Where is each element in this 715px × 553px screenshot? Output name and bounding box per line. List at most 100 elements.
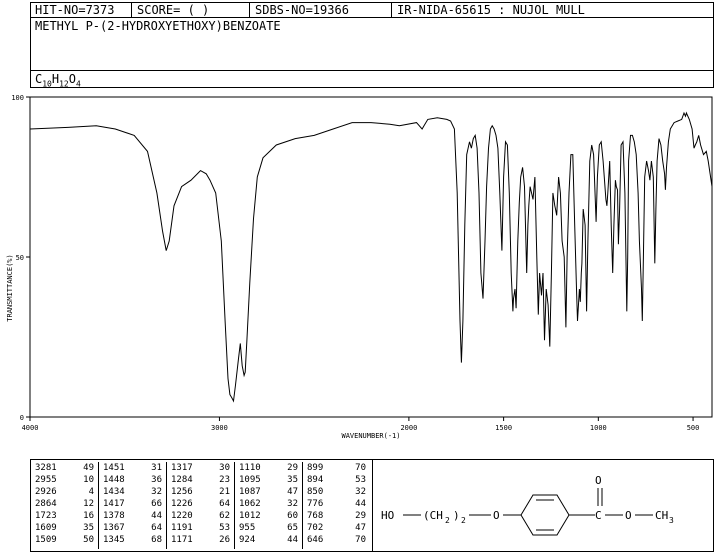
peak-wavenumber: 1191 xyxy=(171,523,193,533)
header-divider xyxy=(391,3,392,17)
peak-transmittance: 64 xyxy=(151,523,162,533)
peak-transmittance: 44 xyxy=(355,499,366,509)
ir-nida-info: IR-NIDA-65615 : NUJOL MULL xyxy=(397,3,585,17)
chain-open: (CH xyxy=(423,509,443,522)
peak-row: 1062 32 xyxy=(235,498,302,510)
peak-transmittance: 47 xyxy=(355,523,366,533)
ir-spectrum-chart: 4000 3000 2000 1500 1000 500 0 50 100 TRANSMITTA… xyxy=(6,94,713,440)
molecular-formula: C10H12O4 xyxy=(35,72,81,89)
peak-row: 894 53 xyxy=(303,474,370,486)
compound-name-box: METHYL P-(2-HYDROXYETHOXY)BENZOATE xyxy=(30,17,714,71)
ether-oxygen: O xyxy=(493,509,500,522)
peak-transmittance: 35 xyxy=(287,475,298,485)
peak-transmittance: 29 xyxy=(355,511,366,521)
hydroxyl-label: HO xyxy=(381,509,394,522)
peak-transmittance: 23 xyxy=(219,475,230,485)
peak-column: 1110 29 1095 35 1087 47 1062 32 1012 60 955 65 924 44 xyxy=(235,462,303,549)
peak-row: 1448 36 xyxy=(99,474,166,486)
peak-wavenumber: 1110 xyxy=(239,463,261,473)
peak-transmittance: 4 xyxy=(88,487,94,497)
peak-wavenumber: 1345 xyxy=(103,535,125,545)
peak-transmittance: 49 xyxy=(83,463,94,473)
header-divider xyxy=(131,3,132,17)
axis-ticks: 4000 3000 2000 1500 1000 500 0 50 100 xyxy=(11,94,699,432)
x-tick-label: 500 xyxy=(687,424,700,432)
peak-transmittance: 53 xyxy=(219,523,230,533)
peak-wavenumber: 702 xyxy=(307,523,324,533)
x-tick-label: 4000 xyxy=(22,424,39,432)
plot-frame xyxy=(29,96,713,418)
peak-wavenumber: 955 xyxy=(239,523,256,533)
peak-transmittance: 66 xyxy=(151,499,162,509)
peak-wavenumber: 1434 xyxy=(103,487,125,497)
peak-row: 1345 68 xyxy=(99,534,166,546)
peak-transmittance: 53 xyxy=(355,475,366,485)
sdbs-number: SDBS-NO=19366 xyxy=(255,3,349,17)
peak-row: 768 29 xyxy=(303,510,370,522)
y-tick-label: 50 xyxy=(16,254,24,262)
peak-column: 1317 30 1284 23 1256 21 1226 64 1220 62 1191 53 1171… xyxy=(167,462,235,549)
peak-row: 1220 62 xyxy=(167,510,234,522)
peak-row: 899 70 xyxy=(303,462,370,474)
peak-row: 850 32 xyxy=(303,486,370,498)
x-tick-label: 1000 xyxy=(590,424,607,432)
x-tick-label: 3000 xyxy=(211,424,228,432)
peak-row: 1434 32 xyxy=(99,486,166,498)
peak-row: 1226 64 xyxy=(167,498,234,510)
peak-transmittance: 32 xyxy=(355,487,366,497)
peak-row: 1367 64 xyxy=(99,522,166,534)
peak-wavenumber: 2926 xyxy=(35,487,57,497)
peak-wavenumber: 1723 xyxy=(35,511,57,521)
peak-transmittance: 30 xyxy=(219,463,230,473)
peak-row: 1509 50 xyxy=(31,534,98,546)
peak-wavenumber: 776 xyxy=(307,499,324,509)
peak-transmittance: 65 xyxy=(287,523,298,533)
peak-row: 1378 44 xyxy=(99,510,166,522)
peak-transmittance: 68 xyxy=(151,535,162,545)
header-divider xyxy=(249,3,250,17)
peak-wavenumber: 894 xyxy=(307,475,324,485)
header-bar: HIT-NO=7373 SCORE= ( ) SDBS-NO=19366 IR-… xyxy=(30,2,714,18)
compound-name: METHYL P-(2-HYDROXYETHOXY)BENZOATE xyxy=(35,19,281,33)
y-tick-label: 0 xyxy=(20,414,24,422)
y-axis-label: TRANSMITTANCE(%) xyxy=(6,254,14,321)
peak-transmittance: 12 xyxy=(83,499,94,509)
peak-wavenumber: 1509 xyxy=(35,535,57,545)
score-field: SCORE= ( ) xyxy=(137,3,210,17)
peak-wavenumber: 899 xyxy=(307,463,324,473)
peak-transmittance: 31 xyxy=(151,463,162,473)
peak-transmittance: 64 xyxy=(219,499,230,509)
peak-column: 1451 31 1448 36 1434 32 1417 66 1378 44 1367 64 1345… xyxy=(99,462,167,549)
peak-transmittance: 70 xyxy=(355,463,366,473)
peak-row: 1417 66 xyxy=(99,498,166,510)
peak-wavenumber: 1284 xyxy=(171,475,193,485)
peak-row: 1723 16 xyxy=(31,510,98,522)
hit-number: HIT-NO=7373 xyxy=(35,3,115,17)
peak-wavenumber: 1417 xyxy=(103,499,125,509)
peak-row: 1317 30 xyxy=(167,462,234,474)
peak-row: 924 44 xyxy=(235,534,302,546)
peak-row: 2926 4 xyxy=(31,486,98,498)
peak-transmittance: 26 xyxy=(219,535,230,545)
peak-row: 702 47 xyxy=(303,522,370,534)
y-tick-label: 100 xyxy=(11,94,24,102)
peak-transmittance: 10 xyxy=(83,475,94,485)
x-tick-label: 2000 xyxy=(400,424,417,432)
peak-wavenumber: 3281 xyxy=(35,463,57,473)
peak-transmittance: 60 xyxy=(287,511,298,521)
peak-wavenumber: 2955 xyxy=(35,475,57,485)
peak-row: 2864 12 xyxy=(31,498,98,510)
ester-oxygen: O xyxy=(625,509,632,522)
peak-wavenumber: 1367 xyxy=(103,523,125,533)
structure-box: HO (CH 2 ) 2 O C O O CH 3 xyxy=(372,459,714,552)
peak-row: 1171 26 xyxy=(167,534,234,546)
peak-row: 1284 23 xyxy=(167,474,234,486)
formula-box: C10H12O4 xyxy=(30,70,714,88)
peak-row: 1191 53 xyxy=(167,522,234,534)
peak-wavenumber: 1451 xyxy=(103,463,125,473)
peak-column: 899 70 894 53 850 32 776 44 768 29 702 47 646 70 xyxy=(303,462,370,546)
peak-wavenumber: 1256 xyxy=(171,487,193,497)
peak-row: 3281 49 xyxy=(31,462,98,474)
peak-row: 1095 35 xyxy=(235,474,302,486)
peak-wavenumber: 1062 xyxy=(239,499,261,509)
